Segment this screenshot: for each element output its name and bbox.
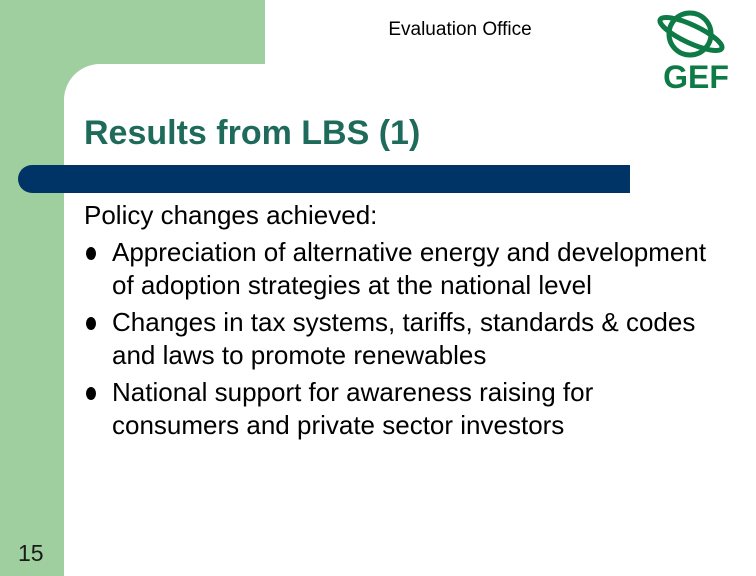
intro-text: Policy changes achieved: xyxy=(84,200,378,230)
gef-logo: GEF xyxy=(657,10,729,95)
bullet-item-tax-systems: Changes in tax systems, tariffs, standar… xyxy=(84,306,724,372)
bullet-item-awareness-raising: National support for awareness raising f… xyxy=(84,376,724,442)
bullet-list: Appreciation of alternative energy and d… xyxy=(84,236,724,442)
content-panel xyxy=(64,64,756,576)
globe-icon xyxy=(657,10,725,58)
slide-body: Policy changes achieved: Appreciation of… xyxy=(84,199,724,446)
page-number: 15 xyxy=(18,540,44,566)
logo-wordmark: GEF xyxy=(663,59,729,95)
slide-title: Results from LBS (1) xyxy=(84,114,421,152)
office-header: Evaluation Office xyxy=(388,19,532,40)
title-divider-bar xyxy=(18,165,630,193)
bullet-item-alternative-energy: Appreciation of alternative energy and d… xyxy=(84,236,724,302)
